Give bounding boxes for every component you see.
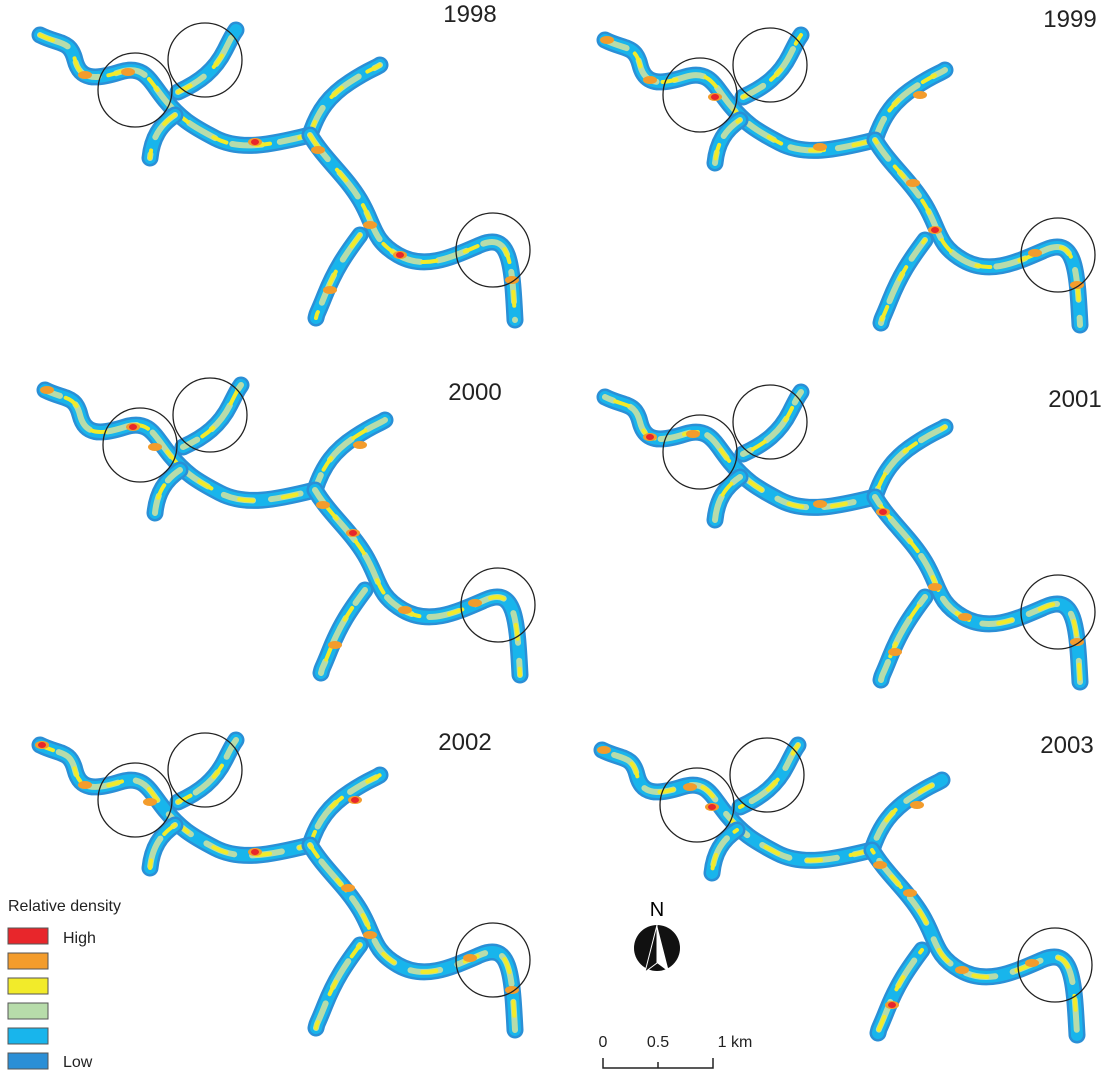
density-peak <box>708 804 716 810</box>
legend-swatch <box>8 928 48 944</box>
density-high <box>813 143 827 151</box>
density-high <box>906 179 920 187</box>
river-low <box>872 850 1077 1035</box>
density-peak <box>251 849 259 855</box>
density-high <box>955 966 969 974</box>
scale-label: 0 <box>599 1034 608 1051</box>
density-high <box>1070 638 1084 646</box>
density-high <box>928 583 942 591</box>
map-panel: 2000 <box>40 378 535 675</box>
legend-swatch <box>8 978 48 994</box>
density-high <box>323 286 337 294</box>
density-peak <box>711 94 719 100</box>
density-high <box>958 613 972 621</box>
density-peak <box>888 1002 896 1008</box>
density-high <box>505 986 519 994</box>
density-peak <box>38 742 46 748</box>
density-high <box>316 501 330 509</box>
legend-high: High <box>63 930 96 947</box>
figure: 1998 1999 2000 2001 2002 2003 Relative densit… <box>0 0 1105 1075</box>
density-peak <box>129 424 137 430</box>
density-high <box>600 36 614 44</box>
panel-year: 1998 <box>443 1 496 28</box>
map-panel: 1999 <box>600 6 1097 325</box>
river-low <box>310 135 515 320</box>
density-high <box>468 599 482 607</box>
density-high <box>813 500 827 508</box>
river-low <box>315 490 520 675</box>
map-panel: 2003 <box>597 732 1094 1035</box>
density-high <box>78 781 92 789</box>
panel-year: 1999 <box>1043 6 1096 33</box>
legend-swatch <box>8 1003 48 1019</box>
density-peak <box>251 139 259 145</box>
legend-title: Relative density <box>8 898 121 915</box>
density-high <box>1070 281 1084 289</box>
density-high <box>363 221 377 229</box>
density-high <box>873 861 887 869</box>
density-high <box>341 884 355 892</box>
map-panel: 2001 <box>605 385 1102 682</box>
density-high <box>353 441 367 449</box>
density-high <box>903 889 917 897</box>
density-high <box>888 648 902 656</box>
density-high <box>910 801 924 809</box>
density-high <box>1028 249 1042 257</box>
density-high <box>143 798 157 806</box>
density-high <box>505 276 519 284</box>
legend: Relative density High Low <box>8 898 121 1071</box>
density-high <box>463 954 477 962</box>
legend-swatch <box>8 953 48 969</box>
north-label: N <box>650 899 664 921</box>
density-high <box>311 146 325 154</box>
density-high <box>328 641 342 649</box>
density-high <box>363 931 377 939</box>
scale-bar: 0 0.5 1 km <box>599 1034 753 1068</box>
panel-year: 2001 <box>1048 386 1101 413</box>
scale-label: 0.5 <box>647 1034 669 1051</box>
density-peak <box>396 252 404 258</box>
density-high <box>398 606 412 614</box>
density-high <box>597 746 611 754</box>
panel-year: 2003 <box>1040 732 1093 759</box>
density-high <box>40 386 54 394</box>
density-high <box>683 783 697 791</box>
density-peak <box>349 530 357 536</box>
map-panel: 1998 <box>40 1 530 320</box>
river-low <box>875 497 1080 682</box>
density-peak <box>351 797 359 803</box>
map-panel: 2002 <box>35 729 530 1030</box>
river-low <box>310 845 515 1030</box>
scale-label: 1 km <box>718 1034 753 1051</box>
density-peak <box>931 227 939 233</box>
scale-line <box>603 1058 713 1068</box>
panel-year: 2002 <box>438 729 491 756</box>
legend-swatch <box>8 1053 48 1069</box>
density-high <box>643 76 657 84</box>
density-high <box>686 430 700 438</box>
density-high <box>121 68 135 76</box>
panels: 1998 1999 2000 2001 2002 2003 <box>35 1 1102 1035</box>
density-high <box>913 91 927 99</box>
panel-year: 2000 <box>448 379 501 406</box>
density-high <box>78 71 92 79</box>
density-peak <box>646 434 654 440</box>
north-arrow: N <box>634 899 680 972</box>
density-peak <box>879 509 887 515</box>
density-high <box>148 443 162 451</box>
river-low <box>875 140 1080 325</box>
legend-low: Low <box>63 1054 93 1071</box>
density-high <box>1025 959 1039 967</box>
legend-swatch <box>8 1028 48 1044</box>
